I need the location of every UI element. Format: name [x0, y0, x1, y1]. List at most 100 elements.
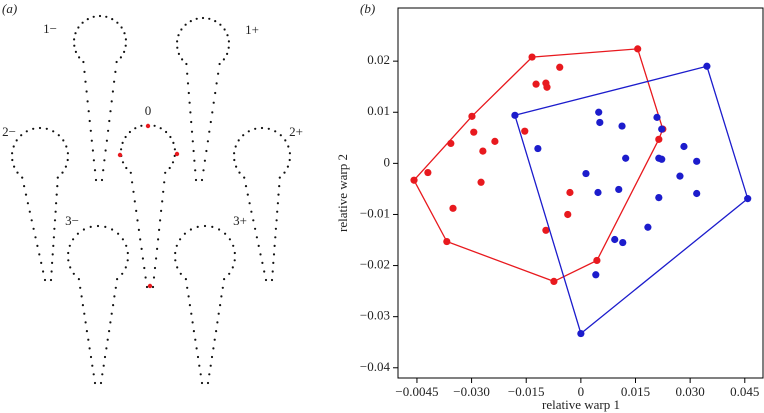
outline-dot [260, 126, 264, 130]
outline-dot [107, 129, 110, 132]
convex-hull [413, 48, 664, 283]
outline-dot [189, 20, 192, 23]
convex-hull [514, 65, 749, 335]
outline-dot [73, 44, 76, 47]
outline-dot [274, 236, 277, 239]
outline-dot [101, 373, 104, 376]
outline-dot [68, 244, 71, 247]
shape-outline [11, 126, 69, 282]
data-point [491, 137, 499, 145]
outline-dot [244, 185, 248, 188]
outline-dot [111, 18, 114, 21]
outline-dot [172, 141, 175, 144]
outline-dot [141, 257, 144, 260]
outline-dot [55, 193, 58, 196]
outline-dot [40, 261, 43, 264]
outline-dot [99, 381, 103, 385]
outline-dot [92, 373, 95, 376]
outline-dot [175, 244, 178, 247]
outline-dot [125, 166, 128, 170]
outline-dot [85, 90, 88, 93]
x-tick-label: −0.030 [453, 384, 490, 399]
data-point [592, 271, 600, 279]
outline-dot [23, 185, 26, 188]
data-point [566, 188, 574, 197]
outline-dot [162, 190, 165, 193]
outline-dot [102, 169, 105, 172]
outline-dot [126, 259, 129, 262]
outline-dot [218, 62, 221, 66]
outline-dot [78, 56, 81, 59]
outline-dot [72, 238, 75, 241]
outline-dot [96, 224, 100, 228]
outline-dot [176, 46, 179, 49]
outline-dot [81, 21, 84, 24]
outline-dot [124, 38, 127, 41]
outline-dot [49, 278, 53, 282]
outline-dot [271, 270, 274, 273]
data-point [447, 139, 455, 148]
data-point [676, 172, 684, 180]
outline-dot [238, 171, 241, 174]
outline-dot [206, 140, 209, 143]
outline-dot [202, 169, 205, 172]
outline-dot [66, 158, 69, 162]
outline-dot [218, 228, 221, 231]
y-axis-label: relative warp 2 [335, 154, 350, 232]
outline-dot [43, 278, 47, 282]
outline-dot [278, 185, 281, 188]
outline-dot [67, 251, 70, 255]
y-tick-label: −0.03 [360, 308, 390, 323]
landmark-dot [117, 152, 123, 158]
outline-dot [174, 259, 177, 262]
data-point [532, 80, 540, 88]
outline-dot [102, 364, 105, 367]
outline-dot [113, 80, 116, 83]
outline-dot [133, 200, 136, 203]
y-tick-label: −0.01 [360, 205, 390, 220]
outline-dot [261, 261, 264, 264]
outline-dot [209, 120, 212, 124]
x-tick-label: 0.015 [621, 384, 650, 399]
outline-dot [263, 270, 266, 273]
outline-dot [274, 130, 277, 133]
outline-dot [233, 158, 236, 162]
outline-dot [83, 70, 86, 73]
outline-dot [233, 259, 236, 262]
data-point [468, 112, 476, 120]
outline-dot [219, 23, 222, 26]
outline-dot [276, 202, 279, 205]
outline-dot [53, 219, 57, 222]
outline-dot [91, 149, 94, 152]
shape-outline [174, 224, 236, 385]
outline-dot [186, 82, 190, 85]
data-point [744, 195, 752, 203]
outline-dot [87, 110, 90, 113]
data-point [534, 144, 542, 153]
outline-dot [287, 145, 290, 148]
outline-dot [185, 62, 188, 66]
data-point [443, 237, 451, 246]
outline-dot [159, 219, 162, 222]
data-point [634, 45, 642, 53]
outline-dot [94, 178, 98, 182]
data-point [550, 277, 558, 286]
outline-dot [200, 178, 204, 182]
data-point [470, 128, 478, 136]
outline-dot [199, 373, 202, 376]
outline-dot [103, 355, 107, 359]
outline-dot [156, 247, 159, 250]
outline-dot [28, 210, 31, 213]
outline-dot [159, 127, 162, 130]
outline-dot [131, 181, 134, 184]
outline-dot [183, 232, 186, 235]
data-point [615, 185, 623, 194]
outline-dot [51, 261, 54, 264]
outline-dot [64, 165, 67, 168]
outline-dot [20, 134, 23, 137]
outline-dot [82, 60, 85, 64]
outline-dot [36, 244, 39, 247]
outline-dot [124, 135, 127, 139]
outline-dot [189, 228, 192, 231]
shape-outline [233, 126, 291, 282]
